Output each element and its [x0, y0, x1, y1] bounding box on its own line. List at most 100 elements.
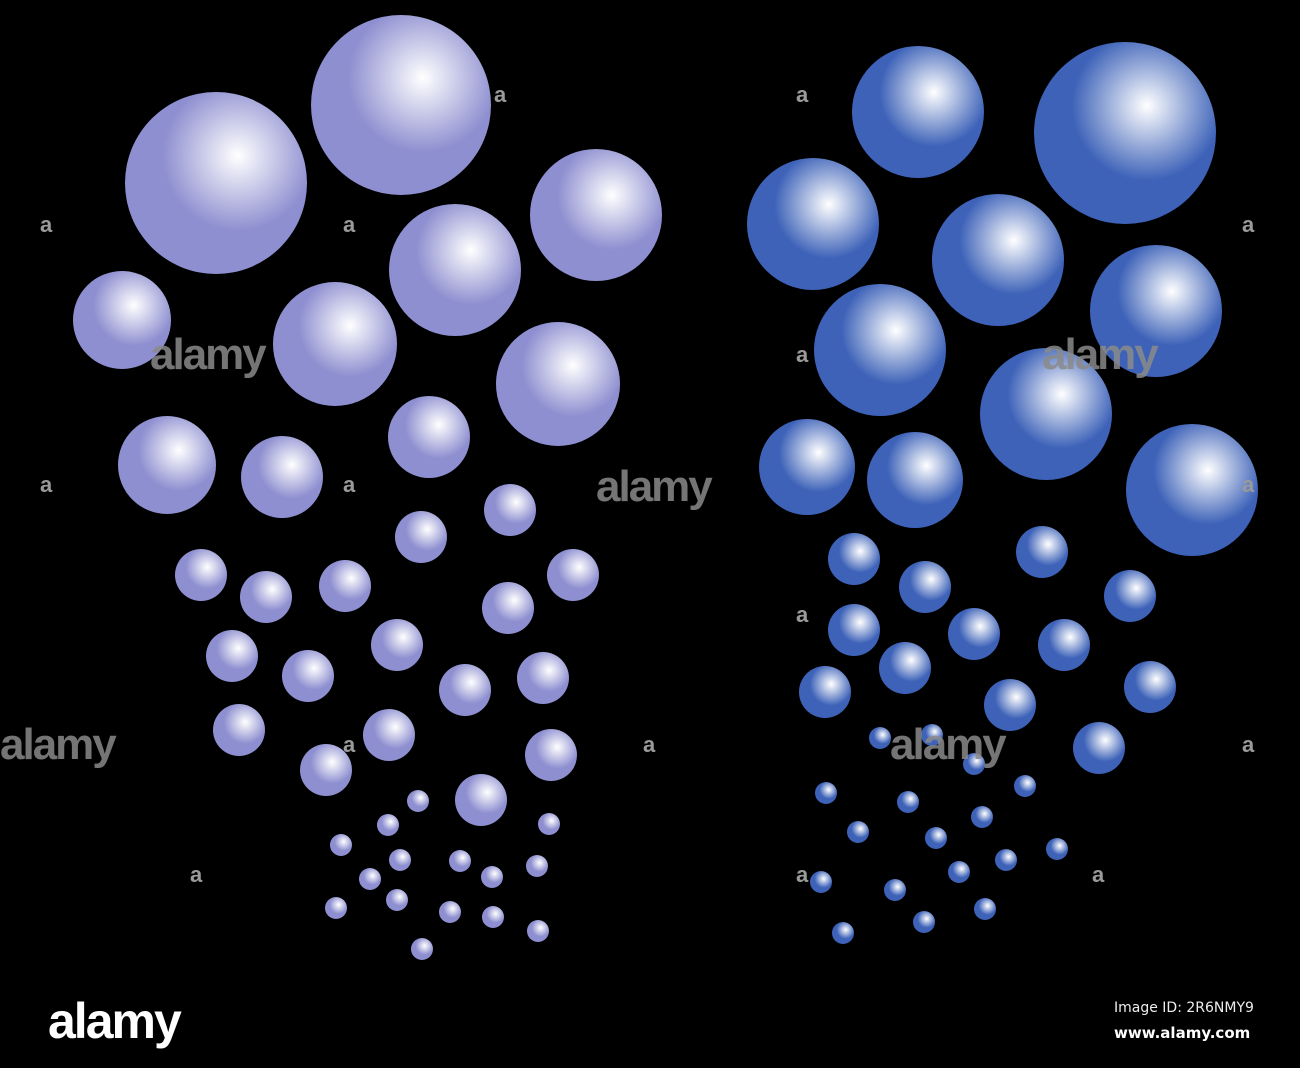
- lavender-sphere: [386, 889, 408, 911]
- watermark-mark: a: [343, 472, 356, 497]
- lavender-sphere: [273, 282, 397, 406]
- lavender-sphere: [311, 15, 491, 195]
- lavender-sphere: [482, 906, 504, 928]
- watermark-mark: a: [1242, 472, 1255, 497]
- blue-sphere: [971, 806, 993, 828]
- blue-sphere: [747, 158, 879, 290]
- blue-sphere: [1073, 722, 1125, 774]
- blue-sphere: [913, 911, 935, 933]
- blue-sphere: [879, 642, 931, 694]
- lavender-sphere: [449, 850, 471, 872]
- blue-sphere: [925, 827, 947, 849]
- watermark-mark: a: [494, 82, 507, 107]
- blue-sphere: [921, 724, 943, 746]
- watermark-mark: a: [796, 602, 809, 627]
- watermark-mark: a: [343, 732, 356, 757]
- lavender-sphere: [525, 729, 577, 781]
- lavender-sphere: [482, 582, 534, 634]
- watermark: alamy: [890, 720, 1007, 769]
- blue-sphere: [974, 898, 996, 920]
- lavender-sphere: [517, 652, 569, 704]
- lavender-sphere: [325, 897, 347, 919]
- lavender-sphere: [330, 834, 352, 856]
- blue-sphere: [815, 782, 837, 804]
- blue-sphere: [852, 46, 984, 178]
- lavender-sphere: [455, 774, 507, 826]
- blue-sphere: [810, 871, 832, 893]
- lavender-sphere: [388, 396, 470, 478]
- lavender-sphere: [481, 866, 503, 888]
- image-id: Image ID: 2R6NMY9: [1114, 1000, 1254, 1016]
- lavender-sphere: [319, 560, 371, 612]
- blue-sphere: [884, 879, 906, 901]
- lavender-sphere: [389, 849, 411, 871]
- blue-sphere: [932, 194, 1064, 326]
- lavender-sphere: [282, 650, 334, 702]
- watermark-mark: a: [796, 862, 809, 887]
- lavender-sphere: [395, 511, 447, 563]
- watermark: alamy: [150, 330, 267, 379]
- watermark: alamy: [596, 462, 713, 511]
- blue-sphere: [995, 849, 1017, 871]
- blue-sphere: [1014, 775, 1036, 797]
- blue-sphere: [847, 821, 869, 843]
- blue-sphere: [828, 604, 880, 656]
- lavender-sphere: [526, 855, 548, 877]
- blue-sphere: [1090, 245, 1222, 377]
- lavender-sphere: [241, 436, 323, 518]
- lavender-sphere: [527, 920, 549, 942]
- lavender-sphere: [377, 814, 399, 836]
- blue-sphere: [1034, 42, 1216, 224]
- blue-sphere: [1046, 838, 1068, 860]
- lavender-sphere: [411, 938, 433, 960]
- blue-sphere: [1124, 661, 1176, 713]
- blue-sphere: [1104, 570, 1156, 622]
- blue-sphere: [963, 753, 985, 775]
- blue-sphere: [948, 861, 970, 883]
- watermark-mark: a: [343, 212, 356, 237]
- lavender-sphere: [389, 204, 521, 336]
- watermark: alamy: [0, 720, 117, 769]
- lavender-sphere: [371, 619, 423, 671]
- watermark: alamy: [1042, 330, 1159, 379]
- lavender-sphere: [484, 484, 536, 536]
- lavender-sphere: [407, 790, 429, 812]
- lavender-sphere: [530, 149, 662, 281]
- watermark-mark: a: [40, 472, 53, 497]
- watermark-mark: a: [796, 342, 809, 367]
- blue-sphere: [1126, 424, 1258, 556]
- lavender-sphere: [206, 630, 258, 682]
- lavender-sphere: [73, 271, 171, 369]
- watermark-mark: a: [796, 82, 809, 107]
- lavender-sphere: [125, 92, 307, 274]
- lavender-sphere: [240, 571, 292, 623]
- blue-sphere: [897, 791, 919, 813]
- watermark-mark: a: [1242, 212, 1255, 237]
- watermark-mark: a: [1242, 732, 1255, 757]
- lavender-sphere: [118, 416, 216, 514]
- blue-sphere: [1038, 619, 1090, 671]
- site-url: www.alamy.com: [1114, 1024, 1251, 1042]
- lavender-sphere: [300, 744, 352, 796]
- blue-sphere: [980, 348, 1112, 480]
- alamy-logo: alamy: [48, 993, 182, 1049]
- lavender-sphere: [496, 322, 620, 446]
- blue-sphere: [984, 679, 1036, 731]
- lavender-sphere: [363, 709, 415, 761]
- blue-sphere: [899, 561, 951, 613]
- blue-sphere: [867, 432, 963, 528]
- watermark-mark: a: [643, 732, 656, 757]
- blue-sphere: [759, 419, 855, 515]
- blue-sphere: [948, 608, 1000, 660]
- blue-sphere: [799, 666, 851, 718]
- lavender-sphere: [547, 549, 599, 601]
- blue-sphere: [828, 533, 880, 585]
- blue-sphere: [869, 727, 891, 749]
- blue-sphere: [1016, 526, 1068, 578]
- lavender-sphere: [175, 549, 227, 601]
- watermark-mark: a: [40, 212, 53, 237]
- lavender-sphere: [538, 813, 560, 835]
- blue-sphere: [814, 284, 946, 416]
- lavender-sphere: [213, 704, 265, 756]
